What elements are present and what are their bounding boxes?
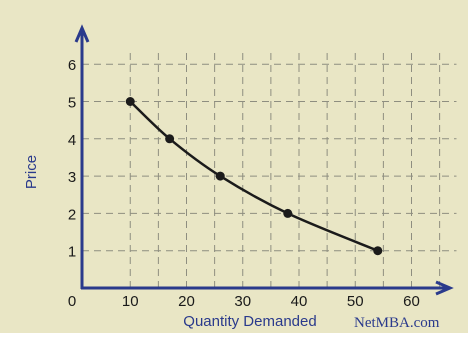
x-axis-title: Quantity Demanded: [183, 313, 316, 330]
data-point: [373, 246, 383, 256]
data-point: [165, 134, 175, 144]
axes: [74, 24, 454, 296]
y-axis-arrow: [74, 24, 90, 43]
x-tick-label: 50: [347, 293, 364, 310]
data-point: [215, 171, 225, 181]
x-tick-label: 30: [234, 293, 251, 310]
watermark-text: NetMBA.com: [354, 315, 440, 331]
x-tick-label: 20: [178, 293, 195, 310]
data-point: [125, 97, 135, 106]
y-tick-label: 1: [68, 244, 76, 261]
y-axis-title: Price: [23, 155, 40, 189]
data-point: [283, 208, 293, 218]
y-tick-label: 4: [68, 132, 76, 149]
x-tick-label: 10: [122, 293, 139, 310]
x-tick-label: 0: [68, 293, 76, 310]
x-tick-label: 40: [291, 293, 308, 310]
grid-lines: [82, 49, 457, 288]
series-layer: [125, 97, 383, 256]
y-tick-label: 2: [68, 206, 76, 223]
x-axis-arrow: [435, 280, 454, 296]
y-tick-label: 3: [68, 169, 76, 186]
x-tick-label: 60: [403, 293, 420, 310]
y-tick-label: 6: [68, 57, 76, 74]
y-tick-label: 5: [68, 95, 76, 112]
